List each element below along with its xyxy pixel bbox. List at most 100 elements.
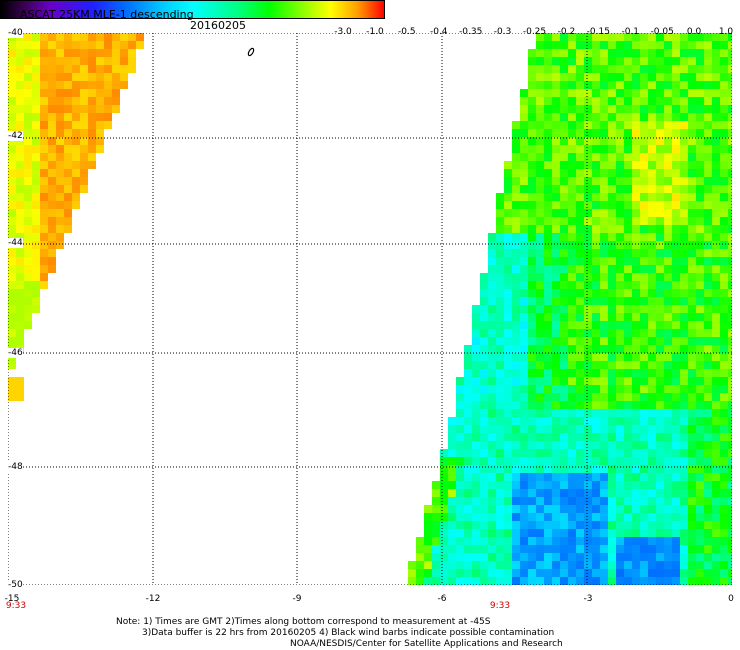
wind-cell — [560, 89, 568, 97]
wind-cell — [568, 185, 576, 193]
wind-cell — [640, 265, 648, 273]
wind-cell — [632, 161, 640, 169]
wind-cell — [16, 89, 24, 97]
wind-cell — [688, 289, 696, 297]
wind-cell — [464, 505, 472, 513]
wind-cell — [472, 321, 480, 329]
wind-cell — [728, 97, 732, 105]
wind-cell — [608, 441, 616, 449]
wind-cell — [600, 513, 608, 521]
wind-cell — [464, 425, 472, 433]
wind-cell — [576, 497, 584, 505]
wind-cell — [648, 105, 656, 113]
wind-cell — [120, 49, 128, 57]
wind-cell — [688, 465, 696, 473]
wind-cell — [480, 553, 488, 561]
wind-cell — [696, 97, 704, 105]
wind-cell — [544, 49, 552, 57]
wind-cell — [48, 177, 56, 185]
wind-cell — [520, 513, 528, 521]
wind-cell — [568, 241, 576, 249]
wind-cell — [672, 529, 680, 537]
wind-cell — [576, 425, 584, 433]
wind-cell — [640, 49, 648, 57]
wind-cell — [664, 369, 672, 377]
wind-cell — [496, 473, 504, 481]
wind-cell — [560, 537, 568, 545]
wind-cell — [688, 345, 696, 353]
wind-cell — [632, 281, 640, 289]
wind-cell — [648, 537, 656, 545]
wind-cell — [584, 233, 592, 241]
wind-cell — [680, 521, 688, 529]
wind-cell — [672, 569, 680, 577]
wind-cell — [640, 241, 648, 249]
wind-cell — [568, 561, 576, 569]
wind-cell — [448, 561, 456, 569]
wind-cell — [688, 457, 696, 465]
wind-cell — [640, 257, 648, 265]
wind-cell — [728, 505, 732, 513]
wind-cell — [584, 377, 592, 385]
wind-cell — [8, 257, 16, 265]
wind-cell — [16, 257, 24, 265]
wind-cell — [704, 177, 712, 185]
wind-cell — [672, 105, 680, 113]
wind-cell — [552, 257, 560, 265]
wind-cell — [552, 201, 560, 209]
wind-cell — [544, 209, 552, 217]
wind-cell — [680, 65, 688, 73]
wind-cell — [592, 153, 600, 161]
wind-cell — [32, 113, 40, 121]
wind-cell — [480, 481, 488, 489]
wind-cell — [40, 97, 48, 105]
wind-cell — [648, 281, 656, 289]
wind-cell — [512, 257, 520, 265]
wind-cell — [8, 201, 16, 209]
wind-cell — [696, 297, 704, 305]
wind-cell — [8, 81, 16, 89]
wind-cell — [624, 289, 632, 297]
wind-cell — [624, 369, 632, 377]
wind-cell — [32, 169, 40, 177]
wind-cell — [40, 273, 48, 281]
wind-cell — [24, 241, 32, 249]
wind-cell — [584, 393, 592, 401]
wind-cell — [680, 473, 688, 481]
wind-cell — [632, 233, 640, 241]
wind-cell — [544, 201, 552, 209]
wind-cell — [496, 433, 504, 441]
wind-cell — [72, 129, 80, 137]
wind-cell — [72, 169, 80, 177]
wind-cell — [16, 145, 24, 153]
wind-cell — [496, 217, 504, 225]
wind-cell — [600, 193, 608, 201]
wind-cell — [592, 433, 600, 441]
wind-cell — [552, 465, 560, 473]
wind-cell — [656, 73, 664, 81]
wind-cell — [696, 425, 704, 433]
wind-cell — [664, 361, 672, 369]
wind-cell — [536, 305, 544, 313]
wind-cell — [672, 521, 680, 529]
wind-cell — [480, 561, 488, 569]
wind-cell — [664, 289, 672, 297]
wind-cell — [656, 57, 664, 65]
wind-cell — [480, 289, 488, 297]
y-axis-label: -46 — [8, 348, 23, 358]
wind-cell — [520, 153, 528, 161]
wind-cell — [544, 561, 552, 569]
wind-cell — [584, 145, 592, 153]
wind-cell — [680, 153, 688, 161]
wind-cell — [720, 297, 728, 305]
wind-cell — [32, 105, 40, 113]
wind-cell — [680, 417, 688, 425]
wind-cell — [640, 97, 648, 105]
wind-cell — [24, 89, 32, 97]
wind-cell — [512, 145, 520, 153]
wind-cell — [664, 313, 672, 321]
wind-cell — [632, 209, 640, 217]
wind-cell — [536, 297, 544, 305]
wind-cell — [680, 441, 688, 449]
wind-cell — [528, 345, 536, 353]
